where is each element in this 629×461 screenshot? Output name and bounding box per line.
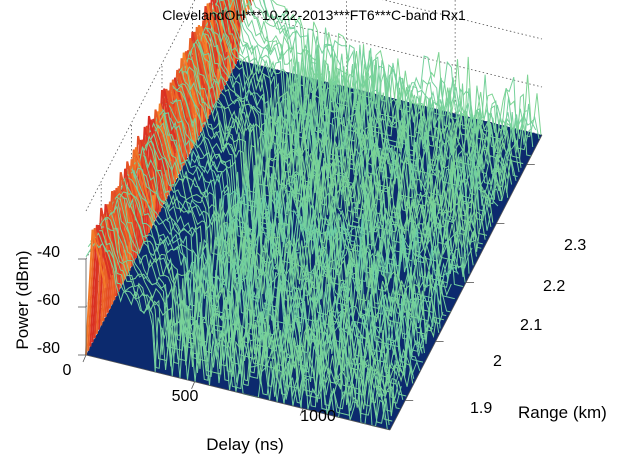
z-tick-label: -60 <box>37 292 60 309</box>
surface-ridge <box>210 0 233 111</box>
surface-ridge <box>230 0 253 73</box>
x-tick-labels: 0 500 1000 <box>63 362 336 425</box>
surface-trace <box>240 0 520 173</box>
grid-line <box>237 11 543 88</box>
surface-trace <box>89 230 393 422</box>
surface-ridge <box>100 204 122 326</box>
surface-trace <box>148 112 452 305</box>
surface-ridge <box>169 69 192 191</box>
surface-trace <box>215 0 518 177</box>
surface-trace <box>213 0 517 181</box>
y-axis-title: Range (km) <box>518 403 607 422</box>
z-tick-label: -80 <box>37 340 60 357</box>
surface-ridge <box>189 26 211 153</box>
y-tick-label: 2.1 <box>520 317 542 334</box>
y-tick-label: 1.9 <box>470 400 492 417</box>
surface-ridge <box>93 207 116 339</box>
surface-ridge <box>108 187 131 309</box>
x-tick <box>299 408 304 416</box>
surface-trace <box>157 102 459 288</box>
x-tick-label: 500 <box>172 388 199 405</box>
y-tick-labels: 1.9 2 2.1 2.2 2.3 <box>470 237 586 417</box>
z-axis-title: Power (dBm) <box>13 250 32 349</box>
surface-ridge <box>156 88 179 216</box>
x-tick <box>82 354 87 363</box>
chart-title: ClevelandOH***10-22-2013***FT6***C-band … <box>162 7 466 23</box>
surface-ridge <box>202 2 224 128</box>
z-tick-label: -40 <box>37 244 60 261</box>
surface-ridge <box>91 224 114 343</box>
surface-trace <box>146 121 451 313</box>
surface-ridge <box>132 139 155 263</box>
surface-traces <box>85 0 542 430</box>
surface-ridge <box>165 79 187 200</box>
surface-trace <box>263 0 537 139</box>
surface-trace <box>128 146 431 344</box>
surface-trace <box>131 154 434 340</box>
surface-trace <box>192 33 494 223</box>
surface-trace <box>116 181 421 372</box>
surface-ridge <box>89 224 111 347</box>
surface-ridge <box>85 229 107 356</box>
surface-ridge <box>98 203 120 330</box>
surface-ridge <box>158 88 181 212</box>
x-tick <box>191 381 195 389</box>
surface-ridge <box>191 24 213 149</box>
surface-ridge <box>145 118 168 238</box>
surface-ridge <box>147 109 170 233</box>
surface-trace <box>109 191 414 384</box>
x-axis-line <box>85 354 391 431</box>
x-tick-label: 0 <box>63 362 72 379</box>
axes <box>78 134 543 431</box>
surface-ridge <box>106 190 129 313</box>
surface-ridge <box>121 165 144 284</box>
surface-trace <box>118 176 423 363</box>
z-tick-labels: -80 -60 -40 <box>37 244 60 357</box>
y-tick-label: 2.3 <box>564 237 586 254</box>
surface-ridge <box>134 139 157 259</box>
surface-ridge <box>150 111 172 229</box>
surface-trace <box>133 140 437 339</box>
surface-ridge <box>167 77 190 195</box>
surface-ridge <box>176 52 198 179</box>
grid-line <box>382 0 543 40</box>
x-axis-title: Delay (ns) <box>206 435 283 454</box>
surface-trace <box>187 42 492 231</box>
y-tick-label: 2.2 <box>543 278 565 295</box>
surface-ridge <box>128 147 150 271</box>
surface-trace <box>189 30 492 227</box>
surface-ridge <box>234 0 241 65</box>
surface-trace <box>159 98 464 287</box>
surface-trace <box>262 0 534 148</box>
surface-ridge <box>213 0 235 107</box>
y-tick-label: 2 <box>493 353 502 370</box>
surface-trace <box>155 108 459 291</box>
surface-ridge <box>217 0 239 98</box>
x-tick-label: 1000 <box>300 408 336 425</box>
surface-ridge <box>87 227 109 351</box>
surface-ridge <box>171 68 194 187</box>
